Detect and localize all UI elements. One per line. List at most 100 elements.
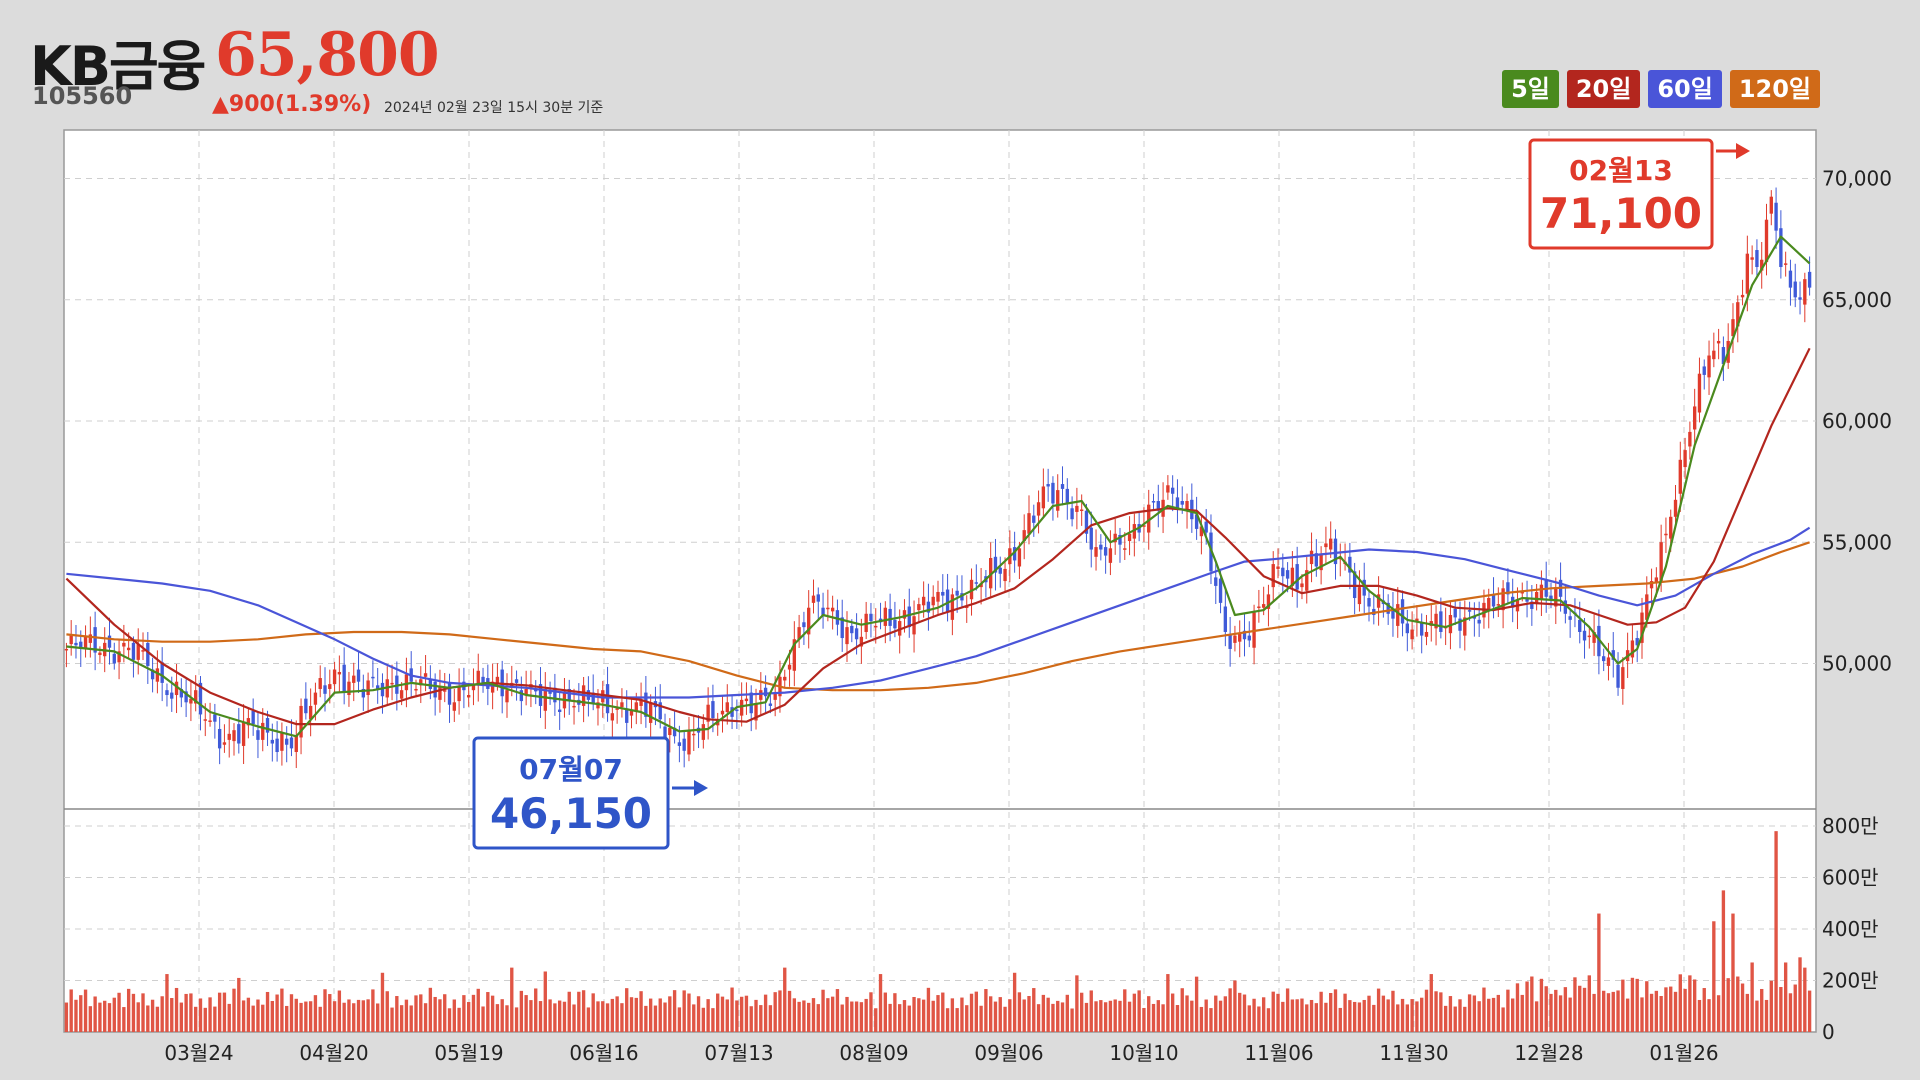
volume-bar: [950, 998, 955, 1032]
volume-bar: [864, 998, 868, 1032]
candle-body: [1060, 484, 1065, 489]
candle-body: [150, 669, 155, 680]
volume-bar: [347, 999, 351, 1032]
volume-bar: [1209, 1008, 1213, 1032]
price-tick-label: 70,000: [1822, 167, 1892, 191]
candle-body: [1319, 554, 1323, 571]
volume-bar: [625, 988, 629, 1032]
volume-bar: [371, 989, 375, 1032]
volume-bar: [1558, 995, 1563, 1032]
candle-body: [979, 583, 983, 588]
volume-bar: [1041, 994, 1046, 1032]
candle-body: [299, 705, 303, 738]
volume-bar: [586, 1007, 591, 1032]
volume-bar: [1429, 974, 1433, 1032]
volume-bar: [136, 1002, 140, 1032]
ma5-line: [66, 235, 1811, 738]
volume-bar: [1630, 977, 1635, 1032]
candle-body: [332, 669, 337, 685]
candle-body: [380, 682, 385, 697]
volume-bar: [749, 1006, 753, 1032]
candle-body: [1127, 533, 1132, 542]
candle-body: [189, 698, 193, 704]
low-annotation-value: 46,150: [490, 789, 652, 838]
volume-bar: [241, 1000, 246, 1032]
candle-body: [1549, 595, 1553, 601]
volume-bar: [869, 992, 873, 1032]
volume-bar: [74, 999, 78, 1032]
candle-body: [1769, 196, 1773, 214]
candle-body: [241, 721, 246, 746]
candle-body: [859, 636, 864, 647]
candle-body: [883, 607, 887, 626]
candle-body: [1415, 618, 1419, 623]
volume-bar: [332, 1001, 337, 1032]
volume-bar: [1343, 993, 1347, 1032]
candle-body: [1630, 640, 1635, 658]
volume-bar: [1008, 999, 1012, 1032]
candle-body: [1716, 340, 1721, 344]
volume-bar: [1506, 989, 1510, 1032]
candle-body: [457, 686, 461, 702]
volume-bar: [304, 1001, 308, 1032]
volume-bar: [1376, 988, 1381, 1032]
volume-bar: [711, 1008, 715, 1032]
candle-body: [845, 627, 849, 645]
candle-body: [1467, 610, 1472, 612]
volume-bar: [1745, 993, 1750, 1032]
volume-bar: [754, 999, 758, 1032]
candle-body: [198, 682, 203, 715]
candle-body: [208, 720, 212, 722]
candle-body: [1204, 521, 1208, 533]
volume-bar: [1496, 994, 1500, 1032]
volume-bar: [443, 994, 447, 1032]
volume-bar: [1482, 987, 1486, 1032]
volume-bar: [404, 999, 409, 1032]
volume-bar: [1539, 978, 1544, 1032]
volume-bar: [93, 996, 97, 1032]
volume-bar: [663, 1002, 667, 1032]
volume-bar: [1036, 1004, 1041, 1032]
volume-bar: [495, 1004, 500, 1032]
candle-body: [1166, 485, 1170, 493]
candle-body: [170, 692, 174, 699]
volume-bar: [639, 991, 643, 1032]
price-tick-label: 65,000: [1822, 288, 1892, 312]
volume-bar: [1252, 998, 1256, 1032]
volume-bar: [481, 1006, 485, 1032]
candle-body: [443, 690, 447, 692]
volume-bar: [1281, 1001, 1285, 1032]
volume-bar: [131, 993, 136, 1032]
volume-bar: [155, 1006, 160, 1032]
candle-body: [773, 693, 777, 700]
candle-body: [361, 688, 365, 698]
candle-body: [433, 681, 437, 698]
candle-body: [1012, 547, 1017, 561]
volume-bar: [615, 996, 619, 1032]
volume-bar: [1578, 985, 1582, 1032]
volume-bar: [1151, 1003, 1156, 1032]
volume-bar: [1803, 967, 1807, 1032]
volume-bar: [1329, 992, 1333, 1032]
volume-bar: [1764, 999, 1769, 1032]
volume-bar: [548, 999, 552, 1032]
candle-body: [1649, 581, 1654, 589]
candle-body: [1774, 202, 1778, 231]
volume-bar: [380, 972, 385, 1032]
low-annotation-date: 07월07: [519, 753, 623, 786]
candle-body: [452, 702, 456, 711]
candle-body: [534, 688, 538, 692]
volume-bar: [993, 1001, 998, 1032]
volume-bar: [88, 1006, 93, 1032]
volume-bar: [1309, 999, 1314, 1032]
volume-bar: [572, 1004, 576, 1032]
volume-bar: [567, 991, 571, 1032]
candle-body: [658, 702, 662, 720]
candle-body: [701, 724, 706, 740]
candle-body: [352, 675, 356, 683]
volume-bar: [969, 993, 974, 1032]
volume-bar: [1285, 988, 1290, 1032]
volume-bar: [644, 1005, 648, 1032]
volume-bar: [984, 989, 988, 1032]
high-annotation-value: 71,100: [1540, 189, 1702, 238]
